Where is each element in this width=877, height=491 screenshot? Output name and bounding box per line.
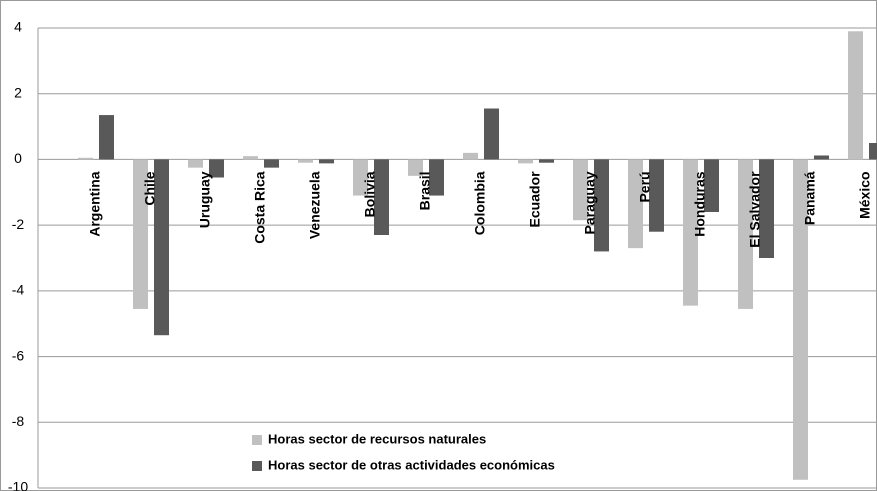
bar	[264, 159, 279, 168]
bar	[463, 152, 478, 160]
x-tick-label: Venezuela	[307, 171, 323, 239]
x-tick-label: Chile	[142, 171, 158, 205]
x-tick-label: Argentina	[87, 171, 103, 237]
bar	[759, 159, 774, 258]
bar	[243, 156, 258, 160]
x-tick-label: Ecuador	[527, 171, 543, 228]
bar	[133, 159, 148, 309]
y-tick-label: -8	[12, 413, 25, 429]
x-tick-label: Brasil	[417, 171, 433, 210]
x-tick-label: Perú	[637, 171, 653, 202]
bar	[793, 159, 808, 480]
x-tick-label: Uruguay	[197, 171, 213, 228]
legend-label: Horas sector de recursos naturales	[268, 431, 486, 446]
y-tick-label: -4	[12, 282, 25, 298]
y-tick-label: 2	[14, 84, 22, 100]
bar	[738, 159, 753, 309]
bar	[319, 159, 334, 164]
x-tick-label: Colombia	[472, 171, 488, 235]
y-tick-label: 0	[14, 150, 22, 166]
bar	[374, 159, 389, 235]
x-tick-label: Panamá	[802, 171, 818, 225]
bar	[869, 143, 877, 160]
bar	[78, 157, 93, 160]
bar	[683, 159, 698, 306]
y-tick-label: 4	[14, 19, 22, 35]
bar	[429, 159, 444, 196]
x-tick-label: Bolivia	[362, 171, 378, 217]
bar	[154, 159, 169, 336]
y-tick-label: -6	[12, 347, 25, 363]
bar	[188, 159, 203, 168]
bar	[573, 159, 588, 221]
x-tick-label: Costa Rica	[252, 171, 268, 244]
bar	[539, 159, 554, 163]
bar	[353, 159, 368, 196]
bar	[704, 159, 719, 212]
bar	[99, 115, 114, 160]
x-tick-label: Honduras	[692, 171, 708, 237]
x-tick-label: Paraguay	[582, 171, 598, 234]
bar	[484, 108, 499, 160]
bar	[848, 31, 863, 160]
x-tick-label: México	[857, 171, 873, 218]
bar	[814, 155, 829, 160]
bar	[518, 159, 533, 164]
bar	[209, 159, 224, 178]
x-tick-label: El Salvador	[747, 171, 763, 248]
bar	[298, 159, 313, 163]
legend-swatch	[252, 461, 262, 471]
y-tick-label: -2	[12, 216, 25, 232]
y-tick-label: -10	[8, 479, 28, 491]
bar	[628, 159, 643, 249]
bar	[594, 159, 609, 252]
bar	[408, 159, 423, 176]
legend-label: Horas sector de otras actividades económ…	[268, 457, 555, 472]
legend-swatch	[252, 435, 262, 445]
bar	[649, 159, 664, 232]
